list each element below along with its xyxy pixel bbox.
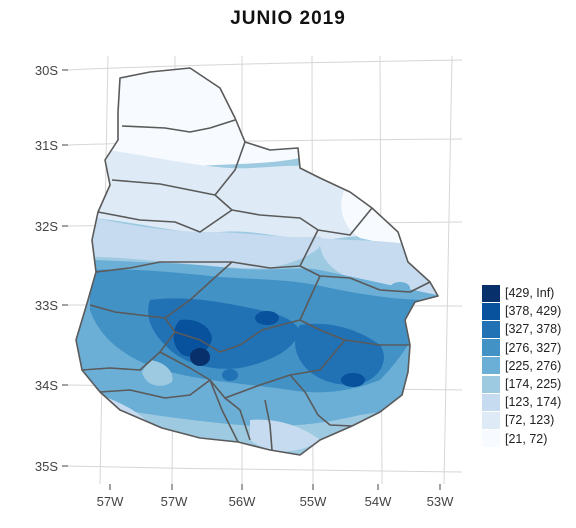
legend-swatch (482, 320, 500, 338)
legend-label: [174, 225) (505, 377, 562, 392)
lat-tick-label: 33S (35, 298, 58, 313)
legend-item: [327, 378) (482, 320, 561, 338)
lon-axis: 57W 57W 56W 55W 54W 53W (97, 484, 454, 509)
legend-swatch (482, 375, 500, 393)
legend-item: [429, Inf) (482, 284, 561, 302)
lat-tick-label: 35S (35, 459, 58, 474)
lon-tick-label: 54W (365, 494, 392, 509)
legend-label: [123, 174) (505, 395, 562, 410)
legend-swatch (482, 284, 500, 302)
legend-label: [378, 429) (505, 304, 562, 319)
lon-tick-label: 56W (229, 494, 256, 509)
legend-label: [21, 72) (505, 431, 548, 446)
map-title: JUNIO 2019 (230, 8, 346, 29)
lon-tick-label: 55W (300, 494, 327, 509)
legend-item: [21, 72) (482, 430, 561, 448)
legend-item: [72, 123) (482, 411, 561, 429)
rainfall-field (76, 68, 438, 455)
legend-label: [429, Inf) (505, 286, 555, 301)
lat-axis: 30S 31S 32S 33S 34S 35S (35, 63, 68, 474)
legend: [429, Inf) [378, 429) [327, 378) [276, 3… (482, 284, 561, 448)
legend-label: [225, 276) (505, 358, 562, 373)
lon-tick-label: 57W (97, 494, 124, 509)
lat-tick-label: 31S (35, 138, 58, 153)
legend-label: [276, 327) (505, 340, 562, 355)
legend-swatch (482, 357, 500, 375)
lat-tick-label: 32S (35, 219, 58, 234)
legend-label: [327, 378) (505, 322, 562, 337)
legend-item: [174, 225) (482, 375, 561, 393)
legend-label: [72, 123) (505, 413, 555, 428)
lon-tick-label: 57W (161, 494, 188, 509)
legend-item: [276, 327) (482, 339, 561, 357)
legend-item: [123, 174) (482, 393, 561, 411)
legend-swatch (482, 393, 500, 411)
legend-swatch (482, 302, 500, 320)
department-borders (75, 67, 439, 456)
lat-tick-label: 30S (35, 63, 58, 78)
lat-tick-label: 34S (35, 378, 58, 393)
legend-swatch (482, 430, 500, 448)
legend-item: [225, 276) (482, 357, 561, 375)
legend-swatch (482, 339, 500, 357)
lon-tick-label: 53W (427, 494, 454, 509)
legend-swatch (482, 411, 500, 429)
legend-item: [378, 429) (482, 302, 561, 320)
